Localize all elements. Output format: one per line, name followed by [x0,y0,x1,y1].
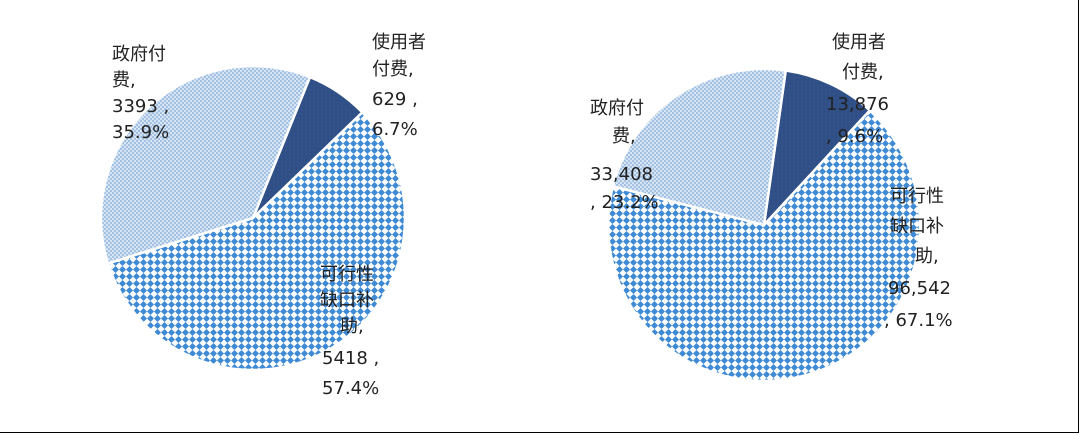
pie-left-label-user: 使用者 付费, 629 , 6.7% [372,32,426,140]
label-line: 96,542 [888,278,951,299]
pie-right-label-gap: 可行性 缺口补 助, 96,542 , 67.1% [884,186,953,331]
label-line: 政府付 [112,44,166,65]
pie-slice-government [611,67,788,227]
label-line: 政府付 [590,98,644,119]
label-line: 付费, [842,62,884,83]
pie-right-label-user: 使用者 付费, 13,876 , 9.6% [826,32,889,147]
pie-right-label-government: 政府付 费, 33,408 , 23.2% [590,98,659,213]
label-line: 可行性 [320,264,374,285]
pie-slice-user [762,69,872,229]
label-line: 35.9% [112,122,169,143]
label-line: 5418 , [322,348,379,369]
pie-left-label-government: 政府付 费, 3393 , 35.9% [112,44,169,143]
label-line: 57.4% [322,378,379,399]
label-line: 使用者 [372,32,426,53]
label-line: 缺口补 [320,290,374,311]
pie-slice-government [99,64,312,266]
label-line: 付费, [372,59,414,80]
label-line: 费, [112,70,136,91]
label-line: 33,408 [590,164,653,185]
label-line: 费, [612,126,636,147]
label-line: 助, [915,246,939,267]
pie-slice-gap [106,110,407,372]
label-line: 6.7% [372,119,418,140]
label-line: , 23.2% [590,192,659,213]
label-line: 可行性 [890,186,944,207]
label-line: 缺口补 [890,216,944,237]
label-line: 629 , [372,89,418,110]
label-line: 使用者 [832,32,886,53]
label-line: , 67.1% [884,310,953,331]
label-line: 13,876 [826,94,889,115]
pie-slice-gap [606,108,922,383]
label-line: , 9.6% [826,126,883,147]
pie-chart-right [606,67,922,383]
label-line: 助, [340,316,364,337]
pie-left-label-gap: 可行性 缺口补 助, 5418 , 57.4% [320,264,379,399]
pie-chart-left [99,64,407,372]
label-line: 3393 , [112,96,169,117]
